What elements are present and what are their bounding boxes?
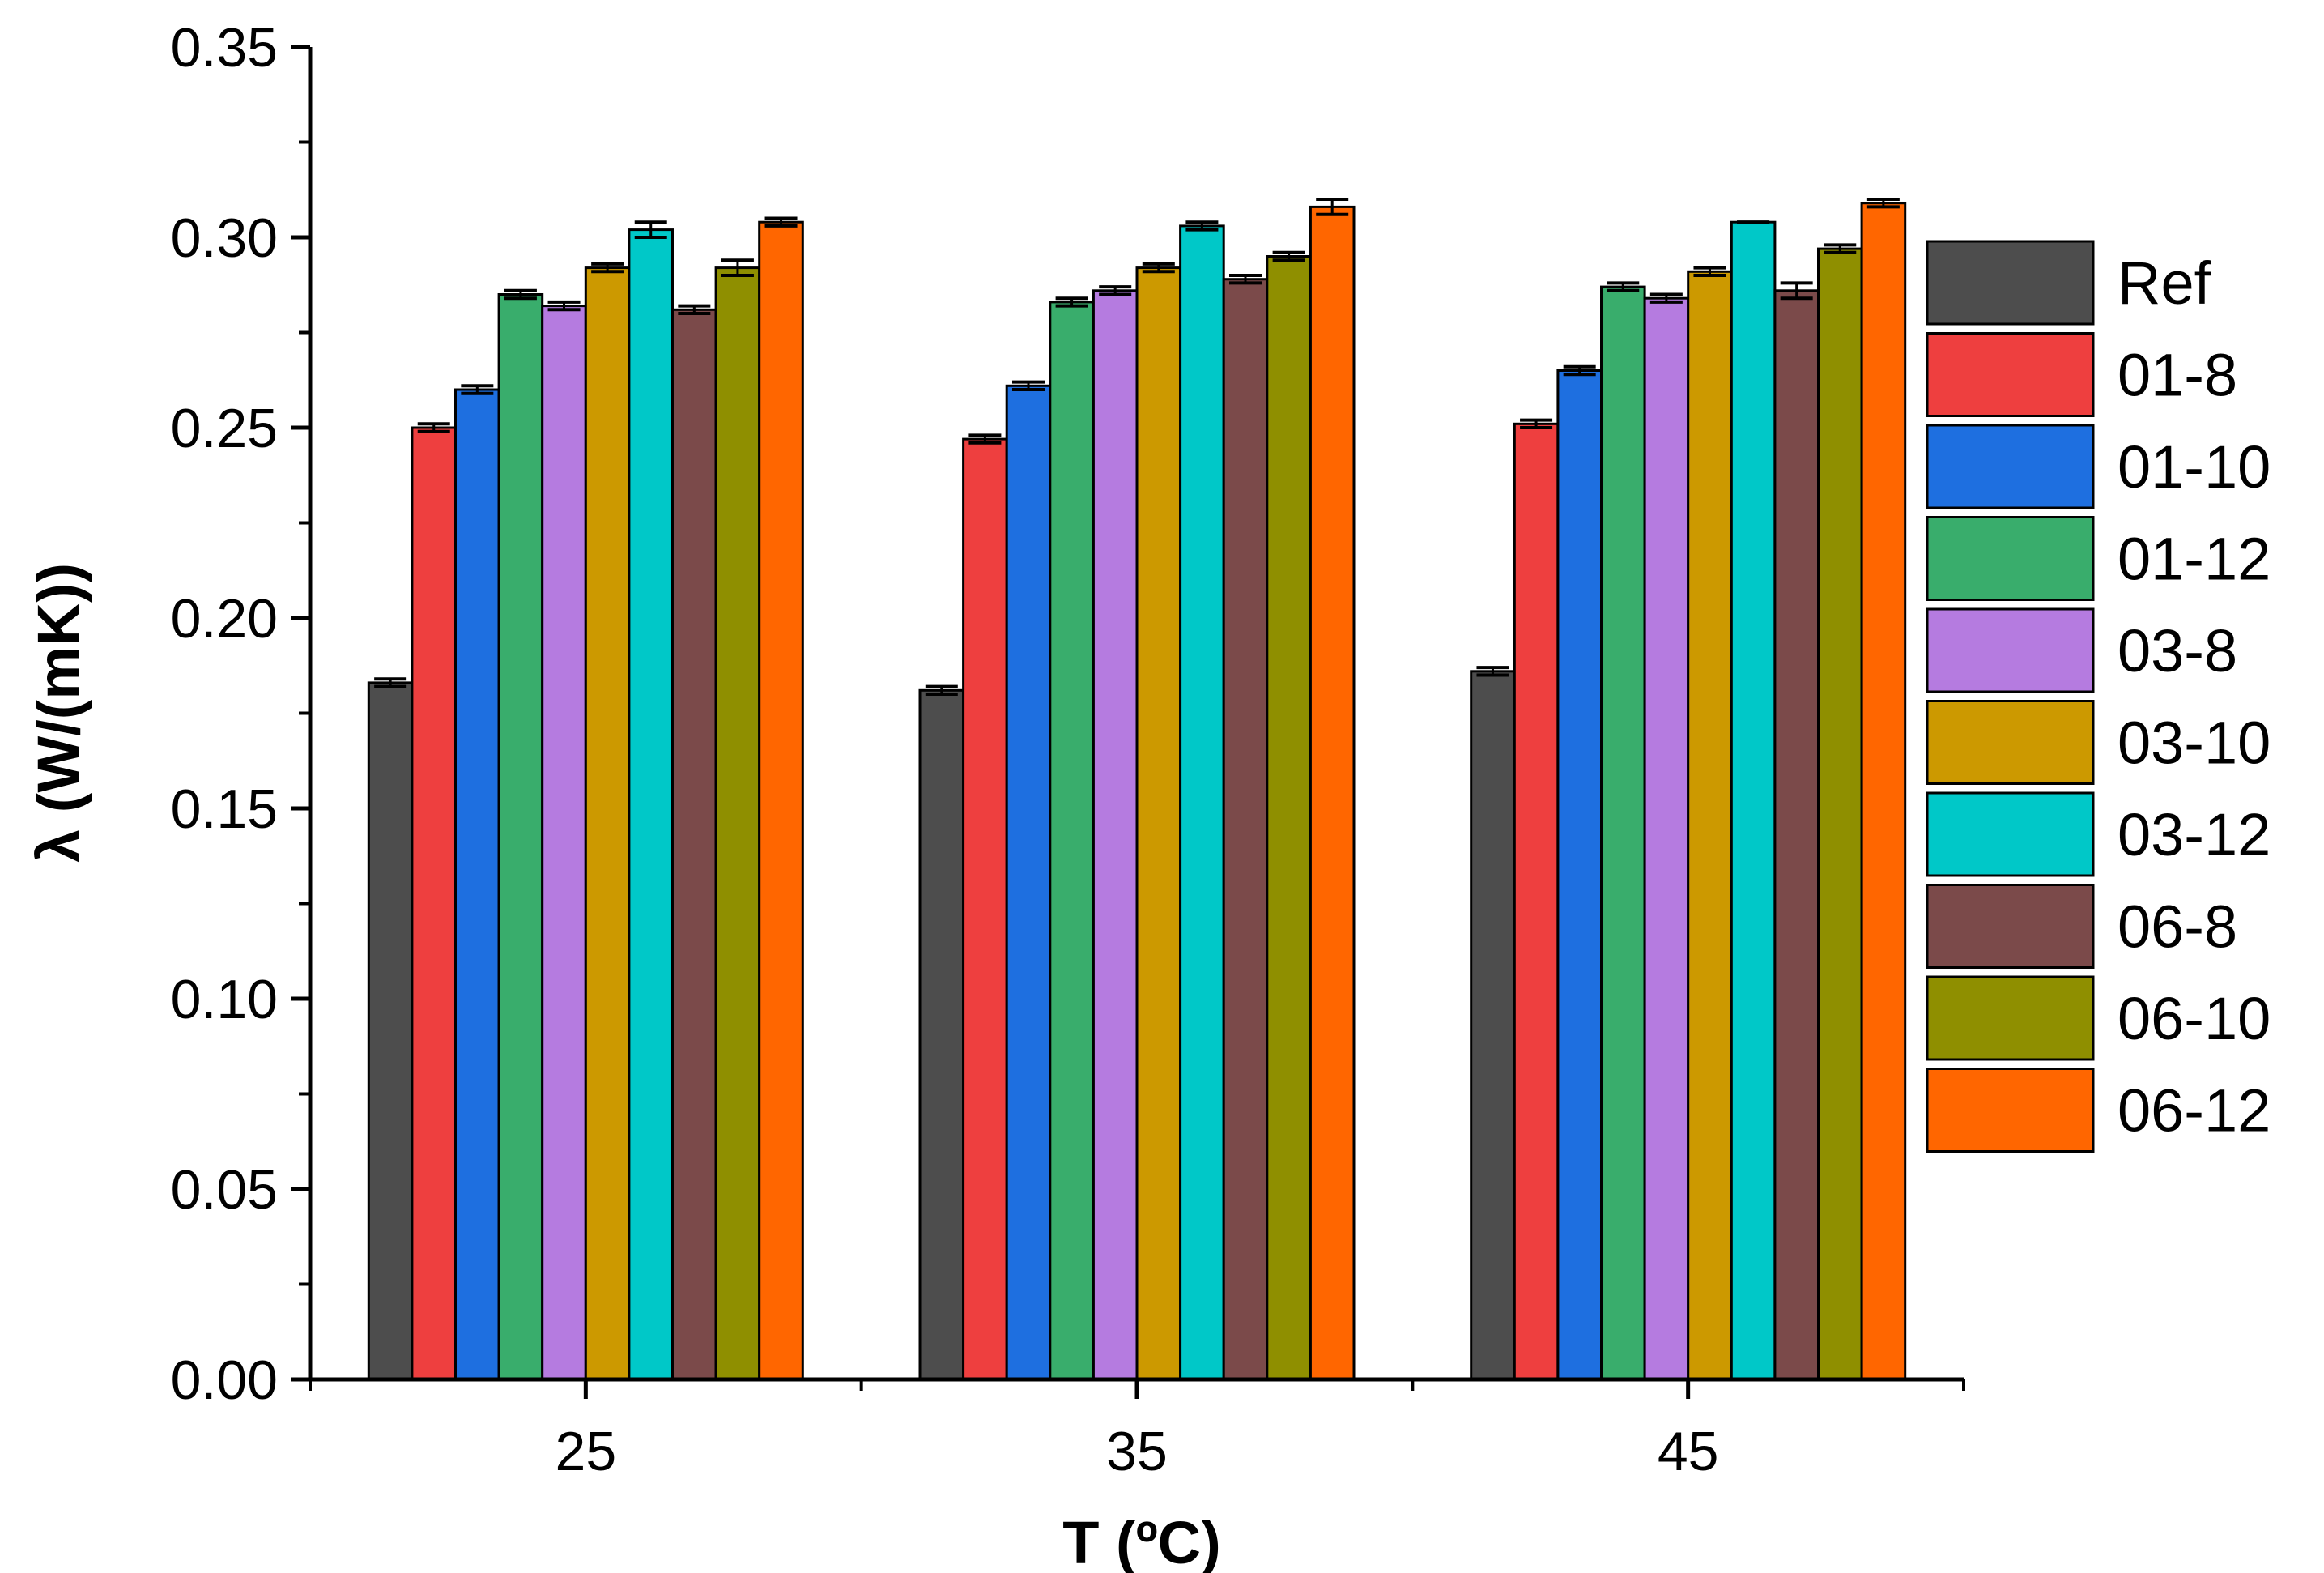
bar-06-10-25 xyxy=(714,266,761,1381)
bar-03-8-35 xyxy=(1092,289,1139,1381)
legend-swatch-01-10 xyxy=(1926,424,2095,509)
legend-swatch-01-8 xyxy=(1926,332,2095,417)
bar-Ref-45 xyxy=(1470,670,1516,1381)
bar-03-12-35 xyxy=(1179,224,1225,1381)
bar-Ref-25 xyxy=(367,681,414,1381)
bar-03-10-35 xyxy=(1135,266,1182,1381)
y-tick-label: 0.10 xyxy=(171,969,278,1030)
bar-03-12-25 xyxy=(628,228,675,1381)
x-axis-title: T (ºC) xyxy=(1062,1509,1221,1573)
bar-06-12-35 xyxy=(1309,205,1356,1381)
bar-03-8-25 xyxy=(541,305,587,1381)
legend-swatch-06-12 xyxy=(1926,1068,2095,1153)
bar-01-8-25 xyxy=(411,426,457,1381)
legend-label-03-12: 03-12 xyxy=(2118,801,2271,868)
bar-03-8-45 xyxy=(1643,296,1690,1381)
legend-label-03-10: 03-10 xyxy=(2118,710,2271,777)
legend-swatch-06-8 xyxy=(1926,884,2095,969)
bar-03-12-45 xyxy=(1730,220,1777,1381)
bar-01-12-45 xyxy=(1600,285,1646,1381)
bars xyxy=(367,198,1907,1381)
x-tick-label: 35 xyxy=(1106,1421,1168,1482)
bar-06-12-45 xyxy=(1860,202,1907,1381)
legend-swatch-01-12 xyxy=(1926,516,2095,601)
legend: Ref 01-8 01-10 01-12 03-8 03-10 03-12 06-8 06-10… xyxy=(1926,240,2271,1153)
legend-swatch-06-10 xyxy=(1926,975,2095,1061)
y-tick-label: 0.20 xyxy=(171,588,278,650)
x-tick-label: 45 xyxy=(1658,1421,1719,1482)
legend-swatch-03-12 xyxy=(1926,791,2095,877)
x-tick-label: 25 xyxy=(555,1421,617,1482)
bar-03-10-25 xyxy=(584,266,631,1381)
bar-06-12-25 xyxy=(758,220,804,1381)
y-tick-label: 0.15 xyxy=(171,778,278,840)
legend-label-01-12: 01-12 xyxy=(2118,526,2271,593)
bar-06-10-45 xyxy=(1817,247,1863,1381)
legend-swatch-03-10 xyxy=(1926,700,2095,785)
y-tick-label: 0.35 xyxy=(171,17,278,79)
bar-01-12-35 xyxy=(1049,301,1095,1381)
bar-01-8-45 xyxy=(1513,422,1560,1381)
y-tick-label: 0.25 xyxy=(171,398,278,459)
bar-01-12-25 xyxy=(497,293,544,1381)
legend-label-01-8: 01-8 xyxy=(2118,342,2237,409)
bar-01-8-35 xyxy=(962,437,1008,1381)
y-tick-label: 0.30 xyxy=(171,207,278,269)
legend-label-03-8: 03-8 xyxy=(2118,617,2237,684)
bar-06-10-35 xyxy=(1266,255,1312,1381)
y-tick-label: 0.05 xyxy=(171,1159,278,1221)
legend-swatch-03-8 xyxy=(1926,607,2095,693)
legend-swatch-Ref xyxy=(1926,240,2095,326)
bar-Ref-35 xyxy=(918,688,965,1381)
legend-label-Ref: Ref xyxy=(2118,249,2211,317)
bar-01-10-45 xyxy=(1556,369,1603,1381)
y-axis-title: λ (W/(mK)) xyxy=(25,563,92,863)
legend-label-01-10: 01-10 xyxy=(2118,433,2271,501)
bar-01-10-35 xyxy=(1005,384,1052,1381)
axes: 0.00 0.05 0.10 0.15 0.20 0.25 0.30 0.35 25 35 45 xyxy=(171,17,1965,1482)
bar-06-8-35 xyxy=(1222,278,1269,1381)
bar-06-8-45 xyxy=(1773,289,1820,1381)
legend-label-06-10: 06-10 xyxy=(2118,985,2271,1052)
bar-03-10-45 xyxy=(1687,270,1733,1381)
bar-01-10-25 xyxy=(454,388,500,1381)
legend-label-06-8: 06-8 xyxy=(2118,893,2237,961)
legend-label-06-12: 06-12 xyxy=(2118,1077,2271,1145)
bar-06-8-25 xyxy=(671,308,717,1381)
y-tick-label: 0.00 xyxy=(171,1349,278,1411)
